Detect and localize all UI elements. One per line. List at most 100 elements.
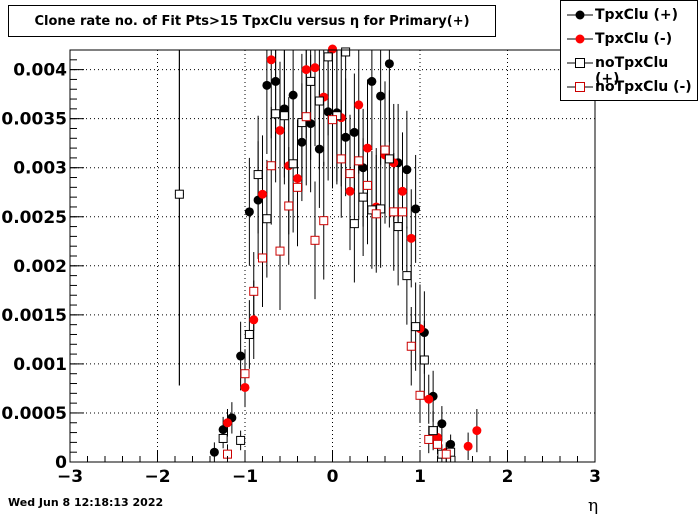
data-point-tpxclu [424, 394, 434, 404]
data-point-notpxclu [336, 154, 346, 164]
data-point-notpxclu [258, 253, 267, 263]
y-tick-label: 0.0025 [1, 208, 67, 228]
legend-label: noTpxClu (+) [595, 55, 669, 87]
data-point-tpxclu [293, 174, 302, 184]
data-point-tpxclu [218, 425, 228, 435]
data-point-notpxclu [293, 182, 302, 192]
legend-entry-notpxclu-plus: noTpxClu (+) [561, 51, 697, 87]
data-point-notpxclu [380, 145, 390, 155]
data-point-notpxclu [253, 170, 263, 180]
x-tick-label: −3 [57, 467, 83, 487]
data-point-tpxclu [341, 132, 351, 142]
legend-label: TpxClu (-) [595, 31, 673, 47]
legend-marker-filled-circle-black [567, 10, 593, 20]
y-tick-label: 0.002 [13, 257, 67, 277]
data-point-tpxclu [433, 432, 442, 442]
data-point-tpxclu [306, 119, 316, 129]
chart-title: Clone rate no. of Fit Pts>15 TpxClu vers… [8, 5, 496, 37]
data-point-notpxclu [236, 435, 246, 445]
legend-entry-tpxclu-minus: TpxClu (-) [561, 27, 697, 51]
x-tick-label: −1 [232, 467, 258, 487]
data-point-notpxclu [262, 214, 272, 224]
data-point-tpxclu [446, 439, 456, 449]
data-point-notpxclu [354, 156, 364, 166]
data-point-notpxclu [433, 439, 442, 449]
data-point-notpxclu [398, 207, 407, 217]
data-point-notpxclu [275, 246, 285, 256]
data-point-notpxclu [279, 111, 289, 121]
data-point-tpxclu [258, 189, 267, 199]
data-point-tpxclu [402, 165, 412, 175]
axes [69, 49, 596, 463]
data-point-notpxclu [428, 426, 438, 436]
x-tick-label: 0 [327, 467, 339, 487]
data-point-notpxclu [174, 189, 184, 199]
data-point-tpxclu [279, 104, 289, 114]
legend-marker-open-square-red [567, 82, 593, 92]
data-point-notpxclu [218, 433, 228, 443]
y-tick-label: 0.0035 [1, 110, 67, 130]
data-markers [174, 44, 482, 459]
data-point-notpxclu [323, 52, 333, 62]
data-point-notpxclu [411, 322, 421, 332]
data-point-notpxclu [244, 329, 254, 339]
data-point-notpxclu [306, 76, 316, 86]
data-point-tpxclu [249, 315, 259, 325]
x-tick-label: 1 [414, 467, 426, 487]
x-axis-label: η [588, 496, 598, 514]
y-tick-label: 0 [55, 453, 67, 473]
data-point-notpxclu [345, 169, 355, 179]
legend-marker-filled-circle-red [567, 34, 593, 44]
data-point-tpxclu [367, 76, 377, 86]
data-point-tpxclu [406, 233, 416, 243]
data-point-tpxclu [354, 100, 364, 110]
data-point-tpxclu [314, 144, 324, 154]
data-point-notpxclu [393, 222, 403, 232]
data-point-tpxclu [323, 107, 333, 117]
x-tick-label: 2 [502, 467, 514, 487]
data-point-notpxclu [389, 207, 399, 217]
x-tick-label: −2 [144, 467, 170, 487]
legend-entry-tpxclu-plus: TpxClu (+) [561, 3, 697, 27]
data-point-notpxclu [271, 109, 281, 119]
data-point-tpxclu [345, 186, 355, 196]
data-point-tpxclu [297, 137, 307, 147]
data-point-notpxclu [424, 434, 434, 444]
data-point-notpxclu [314, 96, 324, 106]
data-point-notpxclu [406, 341, 416, 351]
data-point-tpxclu [376, 91, 386, 101]
legend-entry-notpxclu-minus: noTpxClu (-) [561, 75, 697, 99]
data-point-tpxclu [328, 44, 337, 54]
data-point-notpxclu [341, 47, 351, 57]
data-point-notpxclu [319, 216, 329, 226]
timestamp: Wed Jun 8 12:18:13 2022 [8, 496, 164, 509]
data-point-tpxclu [271, 76, 281, 86]
data-point-notpxclu [384, 154, 394, 164]
data-point-notpxclu [240, 369, 250, 379]
data-point-notpxclu [402, 271, 412, 281]
data-point-tpxclu [398, 186, 407, 196]
data-point-tpxclu [223, 418, 232, 428]
y-tick-label: 0.0015 [1, 306, 67, 326]
data-point-notpxclu [284, 201, 294, 211]
data-point-notpxclu [288, 159, 298, 169]
data-point-notpxclu [249, 286, 259, 296]
data-point-tpxclu [349, 127, 359, 137]
data-point-tpxclu [437, 419, 447, 429]
data-point-notpxclu [419, 355, 429, 365]
legend-label: TpxClu (+) [595, 7, 679, 23]
y-tick-label: 0.003 [13, 159, 67, 179]
data-point-tpxclu [463, 441, 473, 451]
x-tick-label: 3 [589, 467, 601, 487]
y-tick-label: 0.001 [13, 355, 67, 375]
data-point-tpxclu [384, 59, 394, 69]
data-point-tpxclu [209, 447, 219, 457]
y-tick-label: 0.004 [13, 61, 67, 81]
data-point-notpxclu [349, 219, 359, 229]
data-point-tpxclu [358, 163, 368, 173]
data-point-tpxclu [288, 90, 298, 100]
data-point-notpxclu [301, 112, 311, 122]
data-point-notpxclu [358, 192, 368, 202]
legend-marker-open-square-black [567, 58, 593, 68]
